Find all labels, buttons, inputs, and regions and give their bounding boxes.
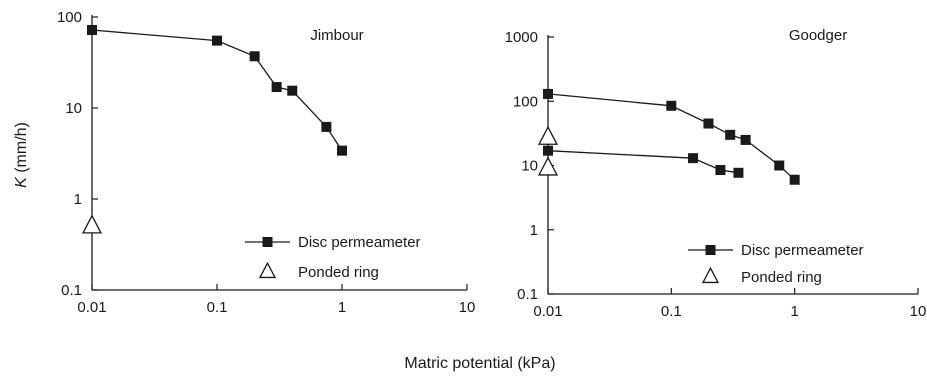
x-tick-label: 0.01 — [533, 303, 562, 320]
series-ponded-ring-point — [537, 125, 559, 145]
series-unnamed-1-line — [547, 150, 739, 174]
x-tick-label: 10 — [910, 303, 927, 320]
y-axis-label: K (mm/h) — [13, 122, 30, 188]
y-tick-label: 10 — [521, 158, 538, 175]
x-tick-label: 0.1 — [207, 299, 228, 316]
y-tick-label: 10 — [65, 100, 82, 117]
x-tick-label: 0.1 — [661, 303, 682, 320]
y-tick-label: 1 — [74, 191, 82, 208]
legend-label: Ponded ring — [298, 264, 379, 281]
y-tick-label: 0.1 — [517, 286, 538, 303]
series-disc-permeameter-point — [740, 134, 751, 145]
legend-item-ponded-ring: Ponded ring — [701, 266, 822, 286]
legend-item-disc-permeameter: Disc permeameter — [245, 234, 421, 251]
series-disc-permeameter-point — [666, 100, 677, 111]
y-tick-label: 1 — [530, 222, 538, 239]
x-tick-label: 10 — [459, 299, 476, 316]
series-disc-permeameter-point — [271, 82, 282, 93]
legend-swatch-marker — [262, 237, 273, 247]
series-ponded-ring-point — [537, 156, 559, 176]
y-tick-label: 1000 — [505, 29, 538, 46]
x-tick-label: 1 — [338, 299, 346, 316]
series-disc-permeameter-point — [249, 51, 260, 62]
series-disc-permeameter-point — [543, 88, 553, 99]
series-ponded-ring-point — [81, 214, 103, 234]
legend-label: Ponded ring — [741, 269, 822, 286]
series-unnamed-1-point — [715, 165, 726, 176]
series-disc-permeameter-point — [287, 85, 298, 96]
legend-label: Disc permeameter — [298, 234, 421, 251]
legend-swatch-marker — [701, 266, 720, 284]
series-disc-permeameter-point — [774, 160, 785, 171]
chart-title: Goodger — [789, 27, 847, 44]
legend-swatch-marker — [705, 245, 716, 255]
y-tick-label: 100 — [57, 9, 82, 26]
series-disc-permeameter-point — [337, 145, 347, 156]
series-unnamed-1-point — [688, 153, 699, 164]
legend-item-disc-permeameter: Disc permeameter — [688, 242, 864, 259]
x-tick-label: 1 — [790, 303, 798, 320]
series-unnamed-1-point — [733, 167, 744, 178]
series-disc-permeameter-point — [212, 35, 222, 46]
series-disc-permeameter-point — [703, 118, 714, 129]
legend-item-ponded-ring: Ponded ring — [258, 261, 379, 281]
chart-title: Jimbour — [310, 27, 363, 44]
series-disc-permeameter-point — [789, 174, 800, 185]
series-disc-permeameter-point — [87, 24, 97, 35]
legend-label: Disc permeameter — [741, 242, 864, 259]
series-disc-permeameter-point — [725, 129, 736, 140]
y-tick-label: 0.1 — [61, 282, 82, 299]
y-tick-label: 100 — [513, 93, 538, 110]
series-disc-permeameter-point — [321, 121, 332, 132]
series-unnamed-1-point — [543, 145, 553, 156]
legend-swatch-marker — [258, 261, 277, 279]
x-tick-label: 0.01 — [77, 299, 106, 316]
x-axis-label: Matric potential (kPa) — [404, 355, 555, 372]
series-disc-permeameter-line — [91, 29, 343, 151]
